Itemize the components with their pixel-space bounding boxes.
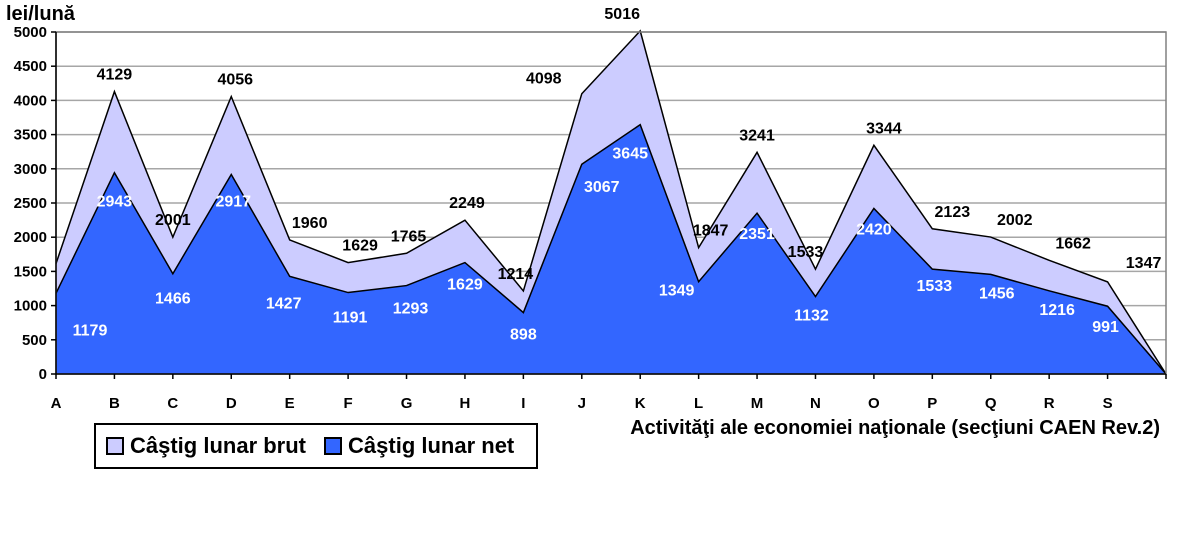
data-label-gross: 1847: [693, 223, 729, 240]
data-label-gross: 1765: [391, 228, 427, 245]
legend-swatch-net: [324, 437, 343, 455]
data-label-net: 2420: [856, 221, 892, 238]
data-label-gross: 3344: [866, 120, 902, 137]
legend-swatch-gross: [106, 437, 124, 455]
data-label-net: 1179: [73, 322, 108, 339]
y-tick-label: 2000: [14, 229, 47, 246]
legend-item-net: Câştig lunar net: [324, 433, 514, 459]
data-label-net: 2351: [739, 226, 775, 243]
y-tick-label: 500: [22, 332, 47, 349]
legend-label-net: Câştig lunar net: [348, 433, 515, 458]
data-label-net: 1456: [979, 285, 1015, 302]
data-label-net: 3067: [584, 179, 620, 196]
x-tick-label: M: [751, 395, 764, 412]
data-label-net: 1349: [659, 283, 695, 300]
x-tick-label: A: [51, 395, 62, 412]
data-label-gross: 1629: [342, 238, 378, 255]
legend-item-gross: Câştig lunar brut: [106, 433, 306, 459]
x-axis-title: Activităţi ale economiei naţionale (secţ…: [630, 417, 1160, 439]
data-label-gross: 1960: [292, 215, 328, 232]
x-tick-label: I: [521, 395, 525, 412]
data-label-net: 1466: [155, 291, 191, 308]
line-net: [55, 123, 1167, 375]
legend-label-gross: Câştig lunar brut: [130, 433, 307, 458]
x-tick-label: K: [635, 395, 646, 412]
data-label-gross: 5016: [604, 6, 640, 23]
axes: [51, 31, 1167, 379]
y-tick-labels: 0 500 1000 1500 2000 2500 3000 3500 4000 4500 5000: [14, 24, 47, 383]
y-tick-label: 1000: [14, 298, 47, 315]
y-tick-label: 3000: [14, 161, 47, 178]
data-label-gross: 2001: [155, 212, 191, 229]
data-label-gross: 4129: [97, 67, 133, 84]
data-label-net: 3645: [612, 146, 648, 163]
data-label-gross: 1662: [1055, 235, 1091, 252]
data-label-net: 1427: [266, 295, 302, 312]
data-label-net: 2917: [215, 193, 251, 210]
y-tick-label: 5000: [14, 24, 47, 41]
data-label-net: 991: [1092, 319, 1119, 336]
y-tick-label: 4000: [14, 92, 47, 109]
data-labels: 1614412920014056196016291765224912144098…: [73, 6, 1162, 344]
x-tick-label: D: [226, 395, 237, 412]
data-label-gross: 3241: [739, 127, 775, 144]
x-tick-label: Q: [985, 395, 997, 412]
data-label-gross: 2002: [997, 212, 1033, 229]
x-tick-label: F: [344, 395, 353, 412]
data-label-gross: 4098: [526, 71, 562, 88]
data-label-gross: 1533: [788, 244, 824, 261]
y-tick-label: 4500: [14, 58, 47, 75]
x-tick-label: C: [167, 395, 178, 412]
y-tick-label: 0: [39, 366, 47, 383]
data-label-net: 1216: [1039, 302, 1075, 319]
data-label-gross: 2123: [935, 204, 971, 221]
data-label-net: 1533: [917, 278, 953, 295]
data-label-gross: 4056: [217, 72, 253, 89]
y-axis-title: lei/lună: [6, 3, 76, 25]
x-tick-label: N: [810, 395, 821, 412]
x-tick-label: R: [1044, 395, 1055, 412]
data-label-net: 2943: [97, 194, 133, 211]
data-label-gross: 2249: [449, 195, 485, 212]
data-label-net: 1293: [393, 301, 429, 318]
data-label-gross: 1214: [498, 266, 534, 283]
x-tick-label: O: [868, 395, 880, 412]
x-tick-label: J: [578, 395, 586, 412]
area-net: [56, 124, 1166, 374]
legend: Câştig lunar brut Câştig lunar net: [94, 423, 538, 469]
data-label-net: 898: [510, 327, 537, 344]
x-tick-label: H: [460, 395, 471, 412]
x-tick-labels: A B C D E F G H I J K L M N O P Q R S: [51, 395, 1113, 412]
series-areas: [55, 29, 1167, 375]
data-label-net: 1191: [333, 310, 368, 327]
x-tick-label: S: [1103, 395, 1113, 412]
x-tick-label: E: [285, 395, 295, 412]
line-gross: [55, 29, 1167, 375]
data-label-net: 1629: [447, 277, 483, 294]
data-label-gross: 1347: [1126, 255, 1162, 272]
y-tick-label: 1500: [14, 263, 47, 280]
x-tick-label: P: [927, 395, 937, 412]
y-tick-label: 3500: [14, 127, 47, 144]
x-tick-label: L: [694, 395, 703, 412]
y-tick-label: 2500: [14, 195, 47, 212]
x-tick-label: G: [401, 395, 413, 412]
x-tick-label: B: [109, 395, 120, 412]
data-label-net: 1132: [794, 308, 829, 325]
